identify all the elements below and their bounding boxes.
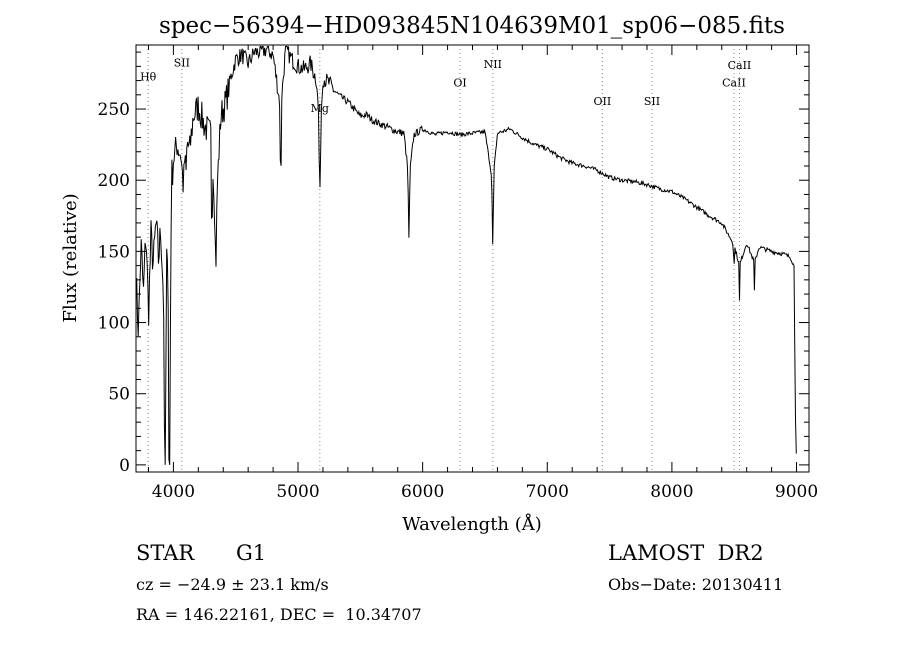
line-label-4: NII	[484, 58, 502, 71]
obs-date: Obs−Date: 20130411	[608, 575, 783, 594]
y-axis-label: Flux (relative)	[60, 193, 81, 322]
object-class: STAR	[136, 541, 195, 565]
x-tick-label-7000: 7000	[526, 482, 569, 502]
line-label-7: CaII	[722, 76, 746, 89]
y-tick-label-0: 0	[119, 456, 130, 476]
x-tick-label-4000: 4000	[152, 482, 195, 502]
x-tick-label-8000: 8000	[650, 482, 693, 502]
axis-ticks: 4000 5000 6000 7000 8000 9000 0 50 100 150 200 250	[98, 45, 818, 502]
y-tick-label-150: 150	[98, 242, 130, 262]
coordinates: RA = 146.22161, DEC = 10.34707	[136, 605, 422, 624]
y-tick-label-100: 100	[98, 314, 130, 334]
survey-name: LAMOST DR2	[608, 541, 764, 565]
line-label-6: SII	[644, 95, 660, 108]
spectrum-line	[135, 45, 797, 465]
x-tick-label-9000: 9000	[775, 482, 818, 502]
line-label-8: CaII	[728, 59, 752, 72]
line-label-0: Hθ	[140, 71, 157, 84]
spectral-line-markers: Hθ SII Mg OI NII OII SII CaII CaII	[140, 45, 751, 472]
redshift-value: cz = −24.9 ± 23.1 km/s	[136, 575, 329, 594]
line-label-2: Mg	[311, 102, 329, 115]
line-label-3: OI	[453, 76, 466, 89]
chart-title: spec−56394−HD093845N104639M01_sp06−085.f…	[159, 13, 785, 39]
x-axis-label: Wavelength (Å)	[402, 513, 542, 535]
plot-frame	[135, 44, 810, 473]
subclass: G1	[236, 541, 266, 565]
y-tick-label-200: 200	[98, 171, 130, 191]
x-tick-label-5000: 5000	[276, 482, 319, 502]
line-label-5: OII	[594, 95, 612, 108]
y-tick-label-250: 250	[98, 100, 130, 120]
y-tick-label-50: 50	[108, 385, 130, 405]
x-tick-label-6000: 6000	[401, 482, 444, 502]
line-label-1: SII	[174, 56, 190, 69]
